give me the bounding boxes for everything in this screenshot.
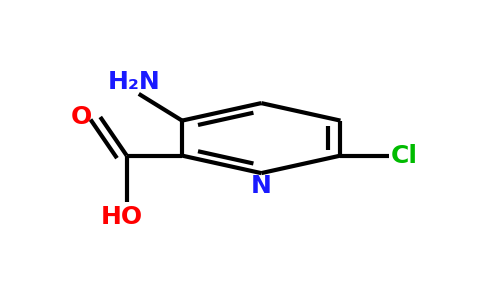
Text: H₂N: H₂N [107, 70, 160, 94]
Text: N: N [251, 175, 272, 199]
Text: HO: HO [101, 205, 143, 229]
Text: O: O [70, 105, 91, 129]
Text: Cl: Cl [391, 144, 418, 168]
